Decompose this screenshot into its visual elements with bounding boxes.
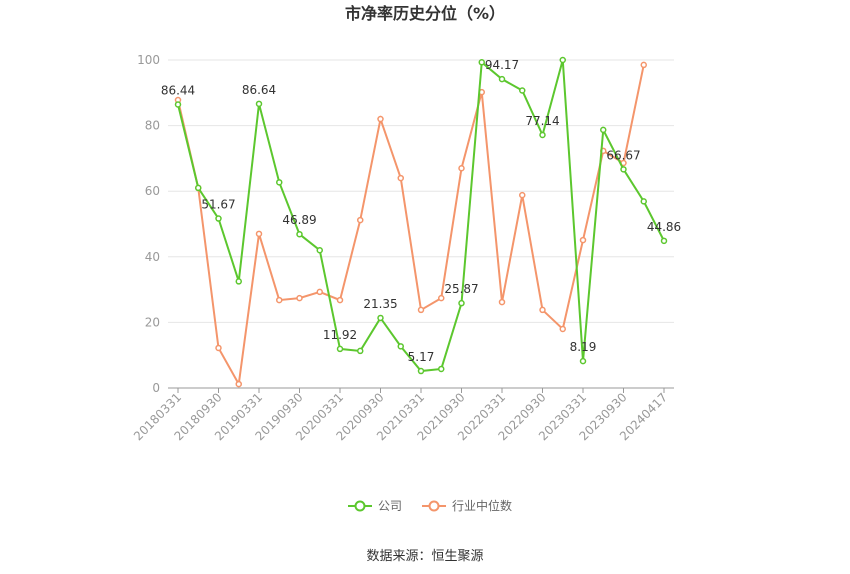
point	[559, 56, 566, 64]
point	[215, 215, 222, 222]
point	[357, 216, 364, 224]
point	[559, 325, 566, 333]
point	[296, 294, 303, 302]
y-tick-label: 40	[145, 250, 160, 264]
point	[438, 365, 445, 373]
data-label: 86.64	[242, 83, 276, 97]
point	[417, 306, 425, 314]
data-label: 25.87	[444, 282, 478, 296]
point	[640, 198, 647, 205]
point	[640, 61, 647, 69]
point	[620, 166, 627, 173]
point	[316, 246, 323, 254]
data-label: 86.44	[161, 83, 195, 97]
point	[519, 191, 526, 199]
point	[296, 230, 303, 238]
point	[195, 184, 202, 192]
point	[276, 179, 283, 186]
data-label: 46.89	[282, 213, 316, 227]
series-line	[177, 64, 645, 388]
point	[458, 299, 465, 307]
point	[539, 306, 546, 314]
point	[417, 367, 425, 375]
point	[600, 126, 607, 134]
y-tick-label: 100	[137, 53, 160, 67]
point	[255, 100, 263, 108]
source: 数据来源：恒生聚源	[366, 549, 483, 564]
point	[235, 278, 242, 285]
data-label: 21.35	[363, 297, 397, 311]
point	[357, 347, 364, 355]
point	[336, 345, 344, 353]
legend-marker	[428, 500, 440, 512]
y-tick-label: 20	[145, 315, 160, 329]
legend-label: 行业中位数	[452, 498, 512, 513]
y-tick-label: 80	[145, 119, 160, 133]
point	[660, 237, 668, 245]
point	[397, 174, 404, 182]
point	[478, 59, 485, 66]
point	[438, 294, 445, 302]
data-label: 5.17	[408, 350, 435, 364]
point	[539, 131, 546, 139]
data-label: 66.67	[606, 148, 640, 162]
point	[397, 343, 404, 350]
point	[276, 296, 283, 304]
point	[579, 236, 587, 244]
point	[336, 296, 344, 304]
legend-label: 公司	[378, 499, 402, 513]
point	[235, 380, 242, 388]
legend-marker	[354, 500, 366, 512]
data-label: 51.67	[201, 198, 235, 212]
point	[215, 344, 222, 352]
y-tick-label: 0	[152, 381, 160, 395]
y-tick-label: 60	[145, 184, 160, 198]
point	[458, 164, 465, 172]
data-label: 44.86	[647, 220, 681, 234]
data-label: 11.92	[323, 328, 357, 342]
data-label: 94.17	[485, 58, 519, 72]
point	[377, 115, 384, 123]
data-label: 77.14	[525, 114, 559, 128]
series-line	[177, 59, 665, 373]
point	[377, 314, 384, 322]
chart-title: 市净率历史分位（%）	[345, 4, 505, 23]
point	[498, 298, 506, 306]
point	[579, 357, 587, 365]
point	[255, 230, 263, 238]
point	[498, 75, 506, 83]
data-label: 8.19	[570, 340, 597, 354]
point	[519, 87, 526, 94]
point	[316, 288, 323, 296]
point	[174, 101, 182, 108]
